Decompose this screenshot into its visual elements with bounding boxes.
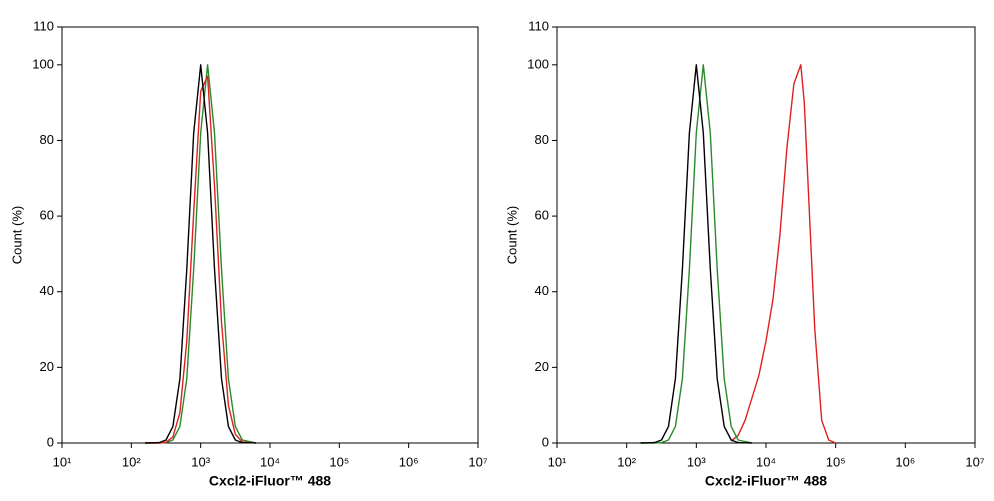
plot-frame — [61, 26, 479, 444]
y-tick-label: 40 — [40, 283, 54, 298]
y-tick-label: 110 — [528, 18, 549, 33]
x-tick-label: 10³ — [687, 454, 706, 469]
x-tick-label: 10⁶ — [895, 454, 915, 469]
x-tick-label: 10⁵ — [826, 454, 846, 469]
x-tick-label: 10⁵ — [329, 454, 349, 469]
y-tick-label: 110 — [33, 18, 54, 33]
y-tick-label: 80 — [40, 132, 54, 147]
x-tick-label: 10⁷ — [468, 454, 487, 469]
x-tick-label: 10⁶ — [399, 454, 419, 469]
x-tick-label: 10² — [122, 454, 141, 469]
x-tick-label: 10³ — [191, 454, 210, 469]
y-tick-label: 60 — [40, 208, 54, 223]
x-tick-label: 10¹ — [53, 454, 72, 469]
x-axis-label: Cxcl2-iFluor™ 488 — [209, 473, 331, 489]
histogram-line — [145, 75, 257, 444]
histogram-line — [730, 64, 836, 444]
y-tick-label: 100 — [527, 56, 549, 71]
y-axis-label: Count (%) — [9, 206, 24, 265]
x-tick-label: 10⁴ — [756, 454, 776, 469]
x-axis-label: Cxcl2-iFluor™ 488 — [705, 473, 827, 489]
x-tick-label: 10⁷ — [965, 454, 984, 469]
y-tick-label: 0 — [47, 434, 54, 449]
histogram-line — [640, 64, 753, 444]
y-tick-label: 100 — [32, 56, 54, 71]
histogram-line — [145, 64, 257, 444]
y-tick-label: 20 — [40, 359, 54, 374]
y-tick-label: 20 — [535, 359, 549, 374]
histogram-line — [640, 64, 753, 444]
plot-frame — [556, 26, 976, 444]
x-tick-label: 10² — [617, 454, 636, 469]
y-axis-label: Count (%) — [504, 206, 519, 265]
y-tick-label: 0 — [542, 434, 549, 449]
histogram-line — [145, 64, 257, 444]
y-tick-label: 80 — [535, 132, 549, 147]
y-tick-label: 60 — [535, 208, 549, 223]
x-tick-label: 10⁴ — [260, 454, 280, 469]
x-tick-label: 10¹ — [548, 454, 567, 469]
y-tick-label: 40 — [535, 283, 549, 298]
